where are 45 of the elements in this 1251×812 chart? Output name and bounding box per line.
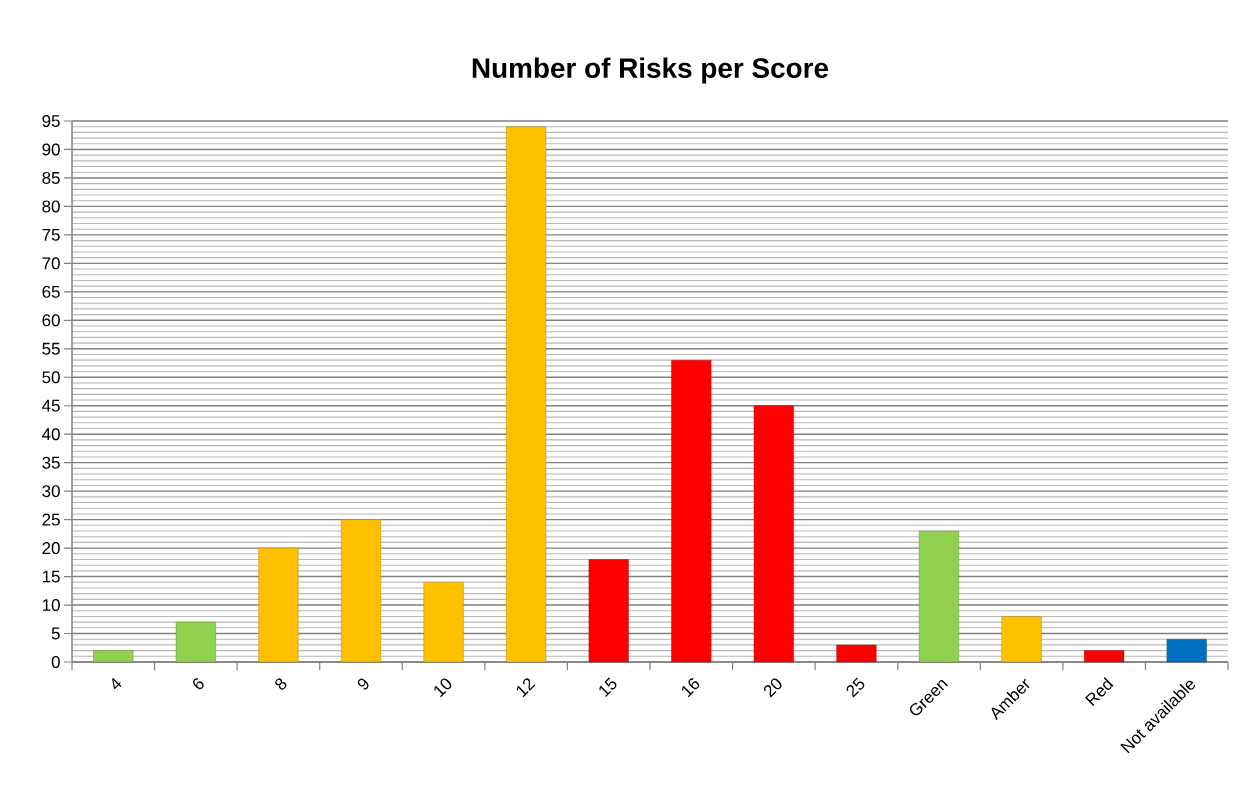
bar [258, 547, 299, 663]
x-tick-label: 16 [681, 678, 700, 698]
bar [753, 405, 794, 663]
y-tick-label: 20 [42, 542, 60, 555]
y-tick-label: 45 [42, 399, 60, 412]
y-tick-label: 25 [42, 513, 60, 526]
bar [588, 559, 629, 663]
x-tick-label: 4 [112, 677, 122, 690]
bar [918, 530, 960, 663]
y-tick-label: 60 [42, 314, 60, 327]
y-tick-label: 55 [42, 342, 60, 355]
y-tick-label: 40 [42, 428, 60, 441]
y-tick-label: 70 [42, 257, 60, 270]
bar [836, 644, 877, 663]
y-tick-label: 35 [42, 456, 60, 469]
y-tick-label: 50 [42, 371, 60, 384]
bar [671, 359, 712, 663]
bar [423, 582, 464, 663]
x-tick-label: 12 [516, 678, 536, 698]
y-tick-label: 0 [51, 655, 60, 668]
x-tick-label: 15 [599, 677, 617, 698]
x-tick-label: 9 [357, 678, 369, 690]
y-tick-label: 85 [42, 171, 60, 184]
chart-title: Number of Risks per Score [472, 57, 829, 84]
x-tick-label: 8 [275, 678, 287, 690]
y-tick-label: 10 [42, 599, 60, 612]
bar [1166, 639, 1207, 663]
bar [1084, 650, 1125, 663]
bar [506, 126, 547, 663]
bar [175, 621, 216, 663]
y-tick-label: 95 [42, 115, 60, 127]
x-tick-label: 20 [764, 678, 782, 698]
y-tick-label: 65 [42, 285, 60, 298]
bar [1001, 616, 1042, 663]
y-tick-label: 90 [42, 143, 60, 156]
y-tick-label: 80 [42, 200, 60, 213]
y-tick-label: 75 [42, 228, 60, 241]
y-tick-label: 5 [51, 627, 60, 640]
x-tick-label: 10 [434, 678, 452, 698]
x-tick-label: 6 [193, 678, 204, 690]
bar [93, 650, 134, 663]
bar [340, 519, 382, 663]
y-tick-label: 30 [42, 485, 60, 498]
y-tick-label: 15 [42, 570, 60, 583]
x-tick-label: 25 [846, 677, 865, 698]
